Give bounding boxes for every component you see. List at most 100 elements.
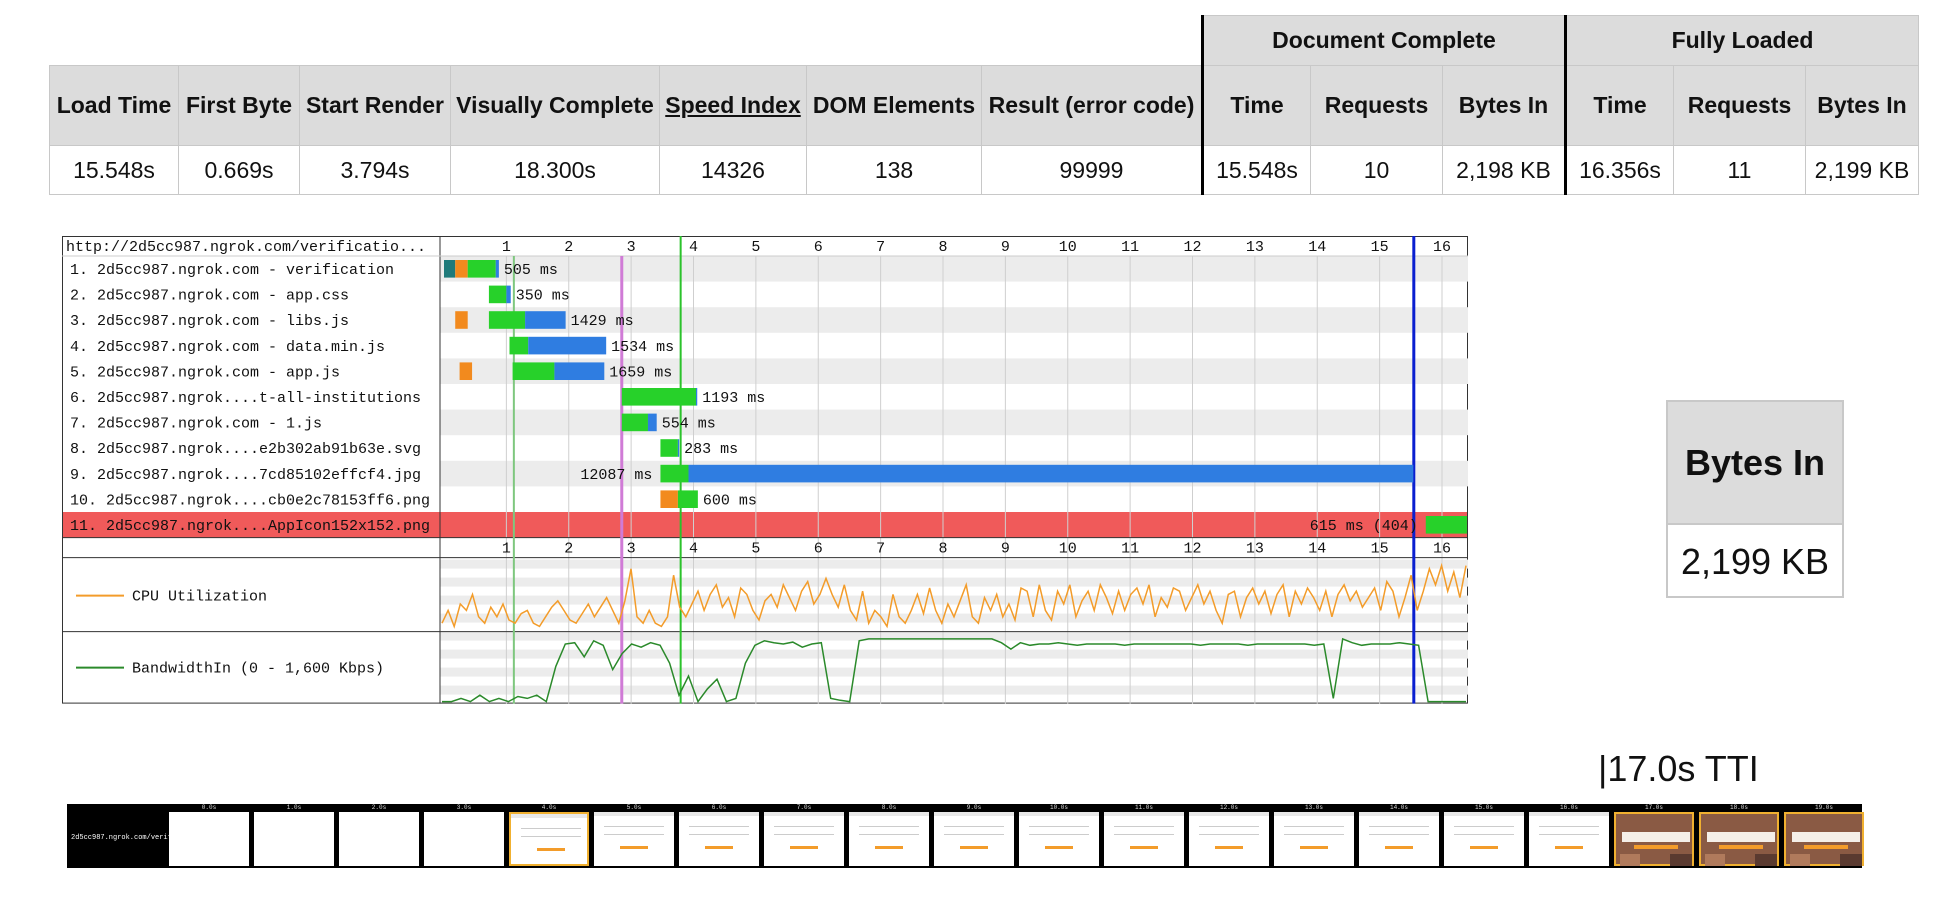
frame-button bbox=[620, 846, 648, 849]
ttfb-segment bbox=[660, 464, 689, 483]
x-tick-label-bottom: 6 bbox=[814, 541, 823, 558]
value-visually-complete: 18.300s bbox=[450, 145, 660, 195]
x-tick-label-bottom: 14 bbox=[1308, 541, 1326, 558]
filmstrip[interactable]: 2d5cc987.ngrok.com/verifica... 0.0s 1.0s 2.… bbox=[67, 804, 1864, 868]
value-load-time: 15.548s bbox=[49, 145, 179, 195]
photo-detail bbox=[1790, 854, 1810, 866]
connect-segment bbox=[660, 490, 678, 508]
ttfb-segment bbox=[488, 285, 507, 304]
ttfb-segment bbox=[660, 439, 678, 457]
photo-detail bbox=[1634, 845, 1678, 849]
filmstrip-frame[interactable] bbox=[594, 812, 674, 866]
request-label: 9. 2d5cc987.ngrok....7cd85102effcf4.jpg bbox=[70, 467, 421, 484]
x-tick-label: 5 bbox=[751, 239, 760, 256]
row-bg bbox=[440, 307, 1468, 333]
filmstrip-frame[interactable] bbox=[1529, 812, 1609, 866]
frame-content-line bbox=[774, 826, 834, 827]
photo-detail bbox=[1755, 854, 1777, 866]
download-segment bbox=[506, 285, 511, 304]
frame-content-line bbox=[1539, 826, 1599, 827]
frame-content-line bbox=[1369, 826, 1429, 827]
request-label: 1. 2d5cc987.ngrok.com - verification bbox=[70, 262, 394, 279]
value-full-time: 16.356s bbox=[1564, 145, 1674, 195]
frame-button bbox=[790, 846, 818, 849]
frame-time-label: 12.0s bbox=[1219, 804, 1238, 811]
value-doc-bytes: 2,198 KB bbox=[1442, 145, 1566, 195]
filmstrip-frame[interactable] bbox=[509, 812, 589, 866]
x-tick-label: 7 bbox=[876, 239, 885, 256]
frame-content-line bbox=[1284, 834, 1344, 835]
filmstrip-frame[interactable] bbox=[254, 812, 334, 866]
header-full-requests: Requests bbox=[1673, 65, 1806, 146]
filmstrip-frame[interactable] bbox=[1444, 812, 1524, 866]
x-tick-label-bottom: 10 bbox=[1059, 541, 1077, 558]
header-start-render: Start Render bbox=[299, 65, 451, 146]
page-url: http://2d5cc987.ngrok.com/verificatio... bbox=[66, 239, 426, 256]
frame-time-label: 0.0s bbox=[201, 804, 217, 811]
frame-time-label: 4.0s bbox=[541, 804, 557, 811]
bandwidth-series bbox=[442, 637, 1466, 704]
frame-content-line bbox=[521, 836, 581, 837]
value-full-requests: 11 bbox=[1673, 145, 1806, 195]
photo-detail bbox=[1620, 854, 1640, 866]
frame-header bbox=[764, 812, 844, 816]
value-start-render: 3.794s bbox=[299, 145, 451, 195]
frame-button bbox=[1130, 846, 1158, 849]
filmstrip-frame[interactable] bbox=[764, 812, 844, 866]
filmstrip-frame[interactable] bbox=[339, 812, 419, 866]
frame-content-line bbox=[1114, 826, 1174, 827]
connect-segment bbox=[459, 362, 473, 380]
frame-header bbox=[1529, 812, 1609, 816]
ttfb-segment bbox=[488, 311, 526, 329]
graph-stripe bbox=[440, 559, 1468, 569]
frame-button bbox=[1215, 846, 1243, 849]
filmstrip-frame[interactable] bbox=[1614, 812, 1694, 866]
header-first-byte: First Byte bbox=[178, 65, 300, 146]
header-doc-requests: Requests bbox=[1310, 65, 1443, 146]
filmstrip-frame[interactable] bbox=[679, 812, 759, 866]
connect-segment bbox=[455, 311, 468, 329]
header-speed-index[interactable]: Speed Index bbox=[659, 65, 807, 146]
duration-label: 505 ms bbox=[504, 262, 558, 279]
filmstrip-frame[interactable] bbox=[1784, 812, 1864, 866]
frame-content-line bbox=[1029, 826, 1089, 827]
filmstrip-frame[interactable] bbox=[1699, 812, 1779, 866]
frame-time-label: 14.0s bbox=[1389, 804, 1408, 811]
filmstrip-frame[interactable] bbox=[1019, 812, 1099, 866]
speed-index-link[interactable]: Speed Index bbox=[665, 92, 801, 118]
filmstrip-frame[interactable] bbox=[424, 812, 504, 866]
download-segment bbox=[647, 413, 657, 432]
graph-stripe bbox=[440, 667, 1468, 677]
filmstrip-frame[interactable] bbox=[849, 812, 929, 866]
frame-header bbox=[594, 812, 674, 816]
ttfb-segment bbox=[621, 413, 648, 432]
graph-stripe bbox=[440, 595, 1468, 605]
filmstrip-frame[interactable] bbox=[1189, 812, 1269, 866]
download-segment bbox=[688, 464, 1414, 483]
ttfb-segment bbox=[467, 260, 496, 278]
duration-label: 350 ms bbox=[516, 288, 570, 305]
value-doc-requests: 10 bbox=[1310, 145, 1443, 195]
frame-time-label: 19.0s bbox=[1814, 804, 1833, 811]
filmstrip-frame[interactable] bbox=[1359, 812, 1439, 866]
header-full-time: Time bbox=[1564, 65, 1674, 146]
request-label: 6. 2d5cc987.ngrok....t-all-institutions bbox=[70, 390, 421, 407]
x-tick-label-bottom: 3 bbox=[627, 541, 636, 558]
filmstrip-frame[interactable] bbox=[169, 812, 249, 866]
ttfb-segment bbox=[512, 362, 555, 380]
bytes-in-value: 2,199 KB bbox=[1680, 540, 1830, 582]
ttfb-segment bbox=[621, 388, 696, 406]
frame-time-label: 1.0s bbox=[286, 804, 302, 811]
frame-content-line bbox=[944, 834, 1004, 835]
frame-button bbox=[537, 848, 565, 851]
frame-time-label: 7.0s bbox=[796, 804, 812, 811]
frame-content-line bbox=[1454, 834, 1514, 835]
frame-button bbox=[960, 846, 988, 849]
photo-detail bbox=[1670, 854, 1692, 866]
frame-content-line bbox=[1199, 826, 1259, 827]
frame-content-line bbox=[1369, 834, 1429, 835]
cpu-series bbox=[441, 562, 1467, 629]
filmstrip-frame[interactable] bbox=[1274, 812, 1354, 866]
filmstrip-frame[interactable] bbox=[1104, 812, 1184, 866]
filmstrip-frame[interactable] bbox=[934, 812, 1014, 866]
